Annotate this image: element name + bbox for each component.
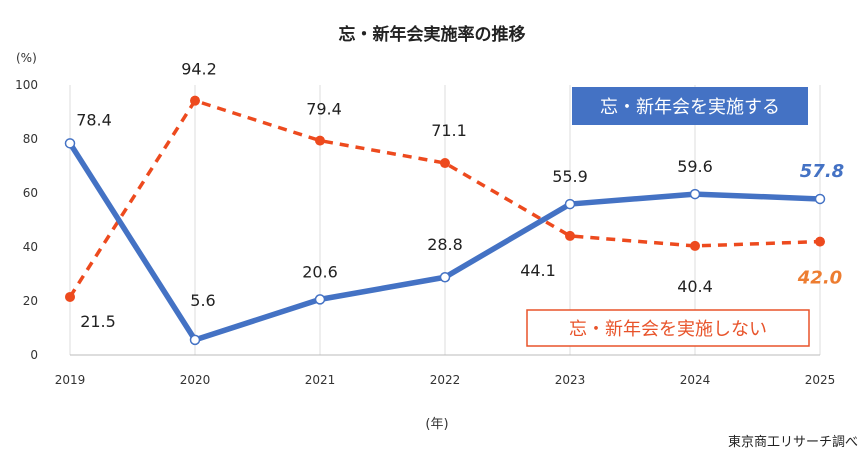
x-axis-label: (年) xyxy=(425,417,448,432)
x-tick-label: 2022 xyxy=(430,373,461,387)
y-tick-label: 0 xyxy=(30,348,38,362)
data-label-not-implement: 79.4 xyxy=(306,100,342,119)
legend-implement-box xyxy=(572,87,808,125)
legend-not-implement: 忘・新年会を実施しない xyxy=(526,309,810,347)
legend-implement-label: 忘・新年会を実施する xyxy=(600,97,780,118)
gridlines xyxy=(69,85,821,356)
data-label-not-implement: 44.1 xyxy=(520,261,556,280)
series-implement-point xyxy=(689,188,701,200)
series-group xyxy=(64,95,826,346)
data-label-implement: 78.4 xyxy=(76,110,112,129)
y-tick-label: 80 xyxy=(23,132,38,146)
x-tick-label: 2024 xyxy=(680,373,711,387)
x-tick-label: 2025 xyxy=(805,373,836,387)
series-not-implement-point xyxy=(315,135,325,146)
series-not-implement-point xyxy=(190,95,200,106)
series-not-implement-point xyxy=(65,291,75,302)
x-axis-ticks: 2019 2020 2021 2022 2023 2024 2025 xyxy=(55,373,836,387)
legend-implement: 忘・新年会を実施する xyxy=(572,87,808,125)
data-label-implement: 28.8 xyxy=(427,235,463,254)
y-axis-label: (%) xyxy=(16,51,37,65)
x-tick-label: 2023 xyxy=(555,373,586,387)
data-label-implement: 20.6 xyxy=(302,262,338,281)
data-label-implement: 57.8 xyxy=(800,161,844,182)
series-implement-point xyxy=(314,294,326,305)
chart-title: 忘・新年会実施率の推移 xyxy=(339,24,526,45)
data-label-implement: 59.6 xyxy=(677,157,713,176)
source-note: 東京商工リサーチ調べ xyxy=(728,434,858,450)
data-label-not-implement: 21.5 xyxy=(80,312,116,331)
data-label-not-implement: 42.0 xyxy=(797,268,842,289)
series-not-implement-point xyxy=(815,236,825,247)
series-not-implement-point xyxy=(440,158,450,169)
x-tick-label: 2019 xyxy=(55,373,86,387)
y-tick-label: 40 xyxy=(23,240,38,254)
y-tick-label: 100 xyxy=(15,78,38,92)
data-label-implement: 5.6 xyxy=(190,291,215,310)
x-tick-label: 2021 xyxy=(305,373,336,387)
x-tick-label: 2020 xyxy=(180,373,211,387)
series-implement-point xyxy=(814,193,826,205)
series-not-implement-point xyxy=(690,240,700,251)
data-label-not-implement: 71.1 xyxy=(431,121,467,140)
data-label-not-implement: 94.2 xyxy=(181,60,217,79)
data-label-not-implement: 40.4 xyxy=(677,277,713,296)
series-implement-point xyxy=(564,198,576,210)
series-implement-point xyxy=(439,271,451,283)
data-labels: 78.4 5.6 20.6 28.8 55.9 59.6 57.8 21.5 94.2 79.4 7… xyxy=(76,60,844,331)
series-not-implement-point xyxy=(565,230,575,241)
y-axis-ticks: 0 20 40 60 80 100 xyxy=(15,78,38,362)
legend-not-implement-label: 忘・新年会を実施しない xyxy=(569,319,767,340)
legend-not-implement-box xyxy=(526,309,810,347)
series-implement-point xyxy=(64,138,76,149)
data-label-implement: 55.9 xyxy=(552,167,588,186)
y-tick-label: 60 xyxy=(23,186,38,200)
series-implement-point xyxy=(189,334,201,346)
y-tick-label: 20 xyxy=(23,294,38,308)
